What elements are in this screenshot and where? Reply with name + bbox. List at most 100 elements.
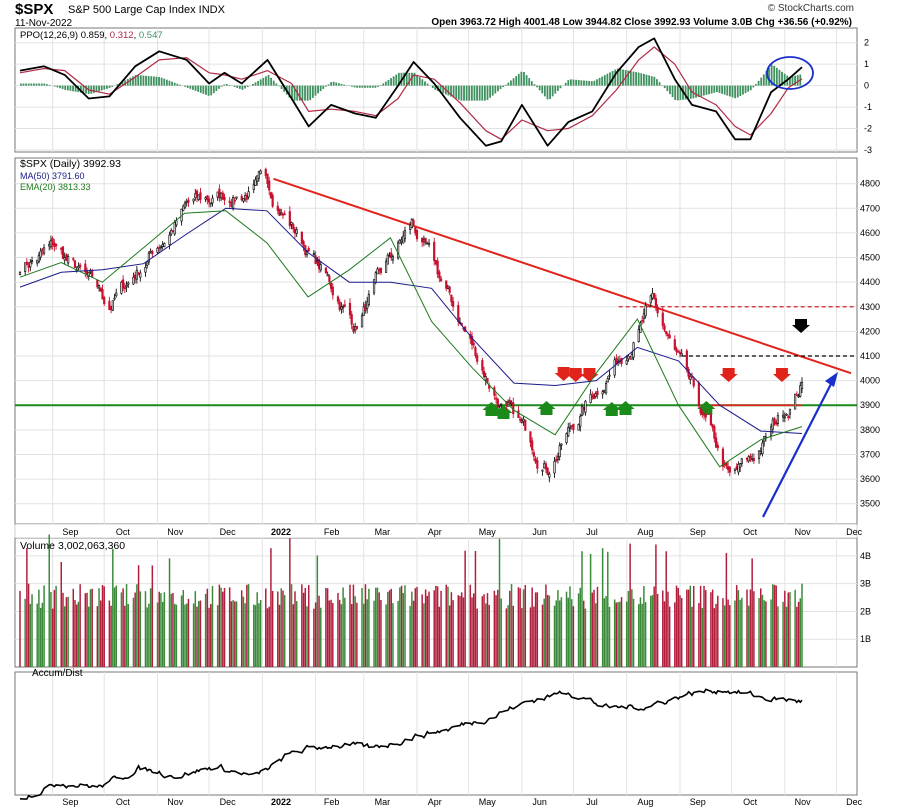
ppo-hist-bar bbox=[168, 80, 171, 86]
candle-body bbox=[615, 358, 618, 364]
candle-body bbox=[727, 466, 730, 470]
ppo-hist-bar bbox=[392, 76, 395, 86]
candle-body bbox=[36, 259, 39, 264]
ppo-hist-bar bbox=[627, 70, 630, 86]
ppo-hist-bar bbox=[585, 80, 588, 86]
volume-bar bbox=[187, 598, 190, 667]
candle-body bbox=[749, 455, 752, 458]
price-y-tick: 4800 bbox=[860, 179, 880, 189]
volume-bar bbox=[715, 603, 717, 667]
volume-bar bbox=[51, 608, 54, 667]
candle-body bbox=[641, 320, 644, 322]
volume-bar bbox=[196, 606, 198, 667]
ppo-hist-bar bbox=[59, 85, 61, 89]
candle-body bbox=[415, 229, 419, 240]
ppo-hist-bar bbox=[311, 85, 314, 98]
candle-body bbox=[740, 458, 743, 464]
volume-bar bbox=[244, 603, 246, 667]
volume-bar bbox=[416, 586, 418, 667]
ppo-legend-value: 0.859 bbox=[80, 30, 105, 41]
ppo-hist-bar bbox=[734, 85, 737, 99]
price-date-strip bbox=[14, 523, 858, 539]
candle-body bbox=[49, 240, 53, 248]
ppo-hist-bar bbox=[642, 73, 645, 86]
candle-body bbox=[725, 462, 728, 467]
candle-body bbox=[338, 301, 341, 310]
ppo-hist-bar bbox=[322, 85, 325, 89]
volume-bar bbox=[136, 584, 138, 667]
candle-body bbox=[701, 411, 704, 413]
candle-body bbox=[482, 370, 486, 378]
candle-body bbox=[591, 395, 594, 398]
ppo-hist-bar bbox=[559, 85, 562, 89]
ppo-hist-bar bbox=[723, 85, 726, 95]
volume-bar bbox=[608, 606, 611, 667]
candle-body bbox=[637, 329, 640, 342]
volume-bar bbox=[613, 599, 616, 667]
volume-bar bbox=[206, 588, 209, 667]
candle-body bbox=[434, 260, 438, 265]
volume-bar bbox=[711, 589, 714, 667]
ppo-hist-bar bbox=[629, 71, 632, 86]
candle-body bbox=[194, 193, 197, 199]
volume-bar bbox=[452, 600, 454, 667]
volume-bar bbox=[476, 608, 478, 667]
candle-body bbox=[113, 297, 116, 300]
ppo-hist-bar bbox=[257, 80, 260, 86]
volume-bar bbox=[192, 603, 195, 667]
candle-body bbox=[266, 173, 269, 184]
candle-body bbox=[472, 342, 475, 346]
candle-body bbox=[230, 201, 233, 208]
x-tick-label: Nov bbox=[795, 527, 812, 537]
volume-bar bbox=[472, 593, 475, 667]
ppo-hist-bar bbox=[220, 85, 223, 87]
candle-body bbox=[536, 460, 539, 469]
candle-body bbox=[589, 393, 592, 403]
volume-bar bbox=[421, 594, 423, 667]
volume-bar bbox=[674, 602, 676, 667]
candle-body bbox=[414, 227, 417, 234]
candle-body bbox=[293, 229, 297, 234]
x-tick-label: Jun bbox=[532, 527, 547, 537]
volume-bar bbox=[254, 605, 257, 667]
candle-body bbox=[668, 334, 671, 339]
candle-body bbox=[556, 456, 560, 460]
ppo-hist-bar bbox=[739, 85, 742, 97]
volume-bar bbox=[330, 599, 332, 667]
ppo-hist-bar bbox=[309, 85, 312, 101]
candle-body bbox=[355, 325, 358, 329]
candle-body bbox=[183, 202, 187, 209]
ppo-hist-bar bbox=[108, 85, 111, 89]
candle-body bbox=[170, 229, 173, 235]
ppo-hist-bar bbox=[139, 75, 142, 86]
ppo-hist-bar bbox=[637, 72, 640, 86]
volume-bar bbox=[170, 593, 172, 667]
ppo-hist-bar bbox=[538, 85, 541, 91]
volume-bar bbox=[687, 589, 690, 667]
ppo-y-tick: -1 bbox=[864, 102, 872, 112]
ppo-hist-bar bbox=[238, 85, 241, 89]
candle-body bbox=[439, 278, 443, 282]
ppo-hist-bar bbox=[661, 85, 664, 86]
volume-bar bbox=[653, 586, 655, 667]
candle-body bbox=[144, 267, 147, 273]
volume-bar bbox=[60, 562, 62, 667]
ppo-hist-bar bbox=[207, 85, 210, 96]
ppo-highlight-circle bbox=[766, 56, 814, 90]
volume-bar bbox=[26, 548, 28, 667]
ppo-hist-bar bbox=[330, 82, 332, 86]
ppo-hist-bar bbox=[606, 73, 609, 86]
candle-body bbox=[384, 261, 388, 273]
candle-body bbox=[354, 326, 357, 331]
candle-body bbox=[531, 440, 534, 451]
ppo-hist-bar bbox=[377, 85, 379, 87]
candle-body bbox=[721, 448, 725, 467]
ppo-hist-bar bbox=[494, 85, 497, 94]
volume-bar bbox=[629, 543, 631, 667]
volume-bar bbox=[435, 585, 437, 667]
candle-body bbox=[125, 285, 128, 288]
volume-bar bbox=[796, 606, 798, 667]
ppo-hist-bar bbox=[755, 84, 757, 86]
candle-body bbox=[256, 175, 259, 182]
candle-body bbox=[761, 442, 764, 454]
